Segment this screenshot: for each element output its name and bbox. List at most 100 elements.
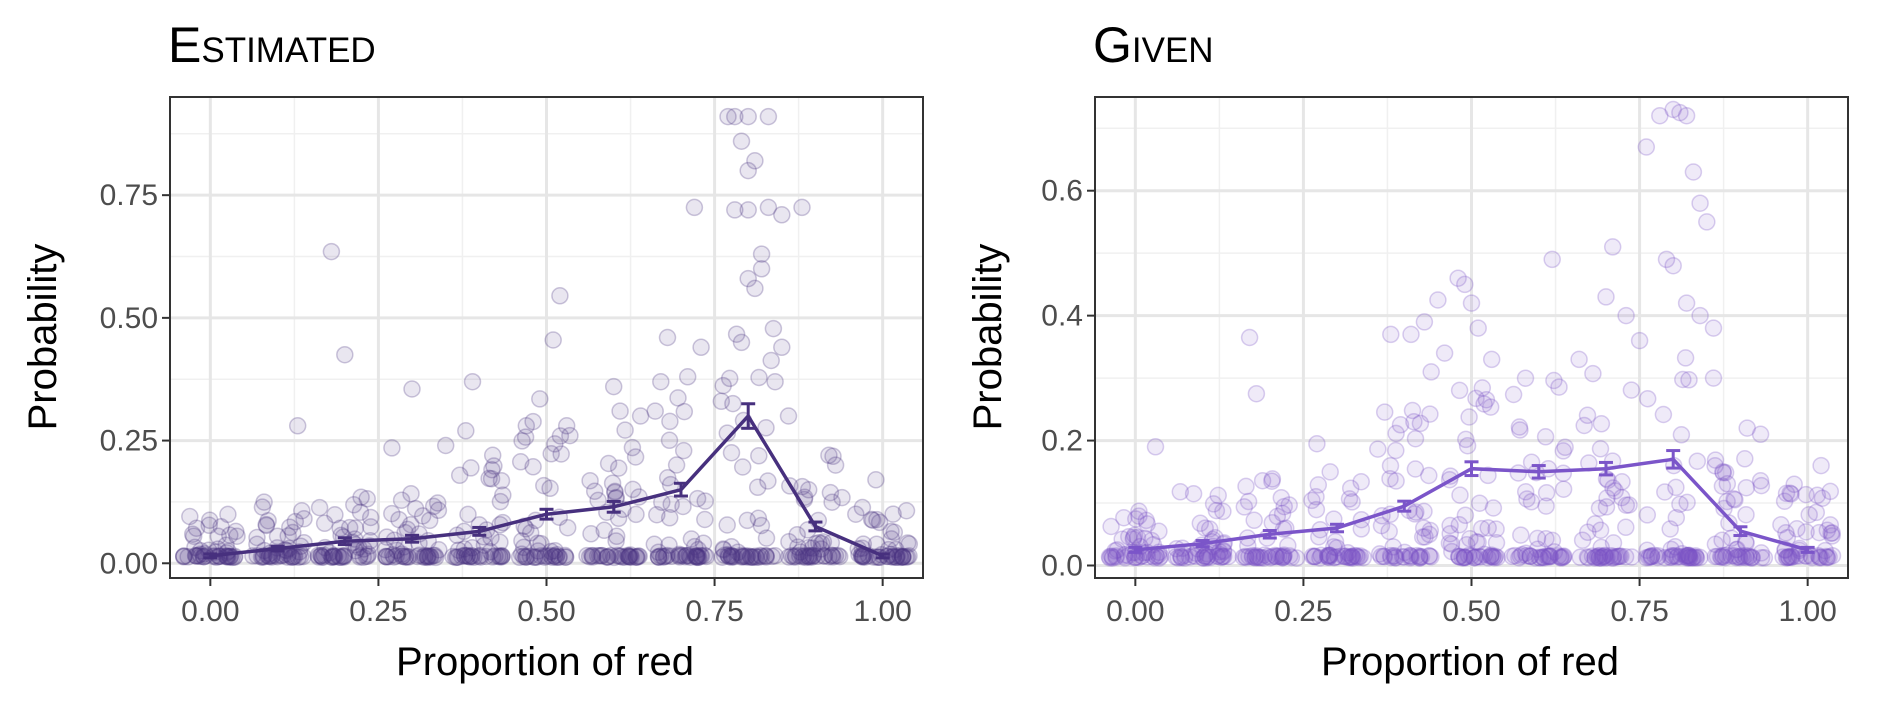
data-point xyxy=(714,376,732,395)
data-point xyxy=(1648,548,1667,567)
data-point xyxy=(1340,490,1359,508)
data-point xyxy=(1528,540,1547,559)
data-point xyxy=(377,547,396,566)
data-point xyxy=(1679,548,1698,567)
data-point xyxy=(718,516,736,534)
data-point xyxy=(1196,519,1214,537)
data-point xyxy=(810,534,828,552)
data-point xyxy=(352,488,370,506)
data-point xyxy=(257,516,276,535)
data-point xyxy=(1469,319,1487,337)
data-point xyxy=(1740,547,1758,565)
data-point xyxy=(1240,547,1258,566)
data-point xyxy=(1730,547,1748,566)
data-point xyxy=(1780,548,1798,566)
data-point xyxy=(403,380,421,398)
data-point xyxy=(1341,479,1360,497)
data-point xyxy=(790,546,809,565)
data-point xyxy=(1457,430,1475,449)
data-point xyxy=(722,443,741,462)
data-point xyxy=(1800,505,1818,524)
y-tick-label: 0.75 xyxy=(100,179,158,212)
data-point xyxy=(1706,547,1725,566)
data-point xyxy=(315,514,334,533)
data-point xyxy=(408,547,427,566)
data-point xyxy=(670,548,689,566)
data-point xyxy=(582,525,600,543)
data-point xyxy=(312,546,331,565)
data-point xyxy=(1172,548,1190,566)
data-point xyxy=(524,412,542,431)
data-point xyxy=(346,519,365,537)
data-point xyxy=(847,505,865,523)
data-point xyxy=(690,548,708,566)
data-point xyxy=(351,546,369,565)
data-point xyxy=(513,432,531,450)
data-point xyxy=(726,107,744,126)
data-point xyxy=(1545,371,1563,390)
data-point xyxy=(714,541,733,559)
data-point xyxy=(752,260,771,278)
data-point xyxy=(1597,288,1615,306)
data-point xyxy=(524,458,542,476)
data-point xyxy=(867,471,885,489)
data-point xyxy=(1273,548,1292,567)
data-point xyxy=(1328,539,1346,557)
data-point xyxy=(1440,534,1459,552)
data-point xyxy=(335,548,353,566)
data-point xyxy=(449,548,467,566)
data-point xyxy=(1672,426,1691,444)
data-point xyxy=(1691,306,1709,325)
data-point xyxy=(1472,519,1491,538)
data-point xyxy=(1460,408,1478,426)
data-point xyxy=(1467,389,1485,408)
data-point xyxy=(799,547,818,565)
data-point xyxy=(1726,491,1744,509)
data-point xyxy=(853,498,872,517)
data-point xyxy=(1273,504,1292,523)
data-point xyxy=(483,548,502,566)
data-point xyxy=(719,107,737,126)
data-point xyxy=(525,548,543,567)
data-point xyxy=(1422,363,1440,381)
data-point xyxy=(1479,466,1497,485)
data-point xyxy=(734,547,753,566)
data-point xyxy=(1243,546,1262,565)
data-point xyxy=(1320,548,1338,567)
data-point xyxy=(687,548,705,566)
data-point xyxy=(1549,547,1568,565)
data-point xyxy=(1415,502,1433,521)
data-point xyxy=(1429,291,1447,309)
data-point xyxy=(750,368,768,387)
data-point xyxy=(748,478,767,497)
data-point xyxy=(406,499,425,518)
data-point xyxy=(694,534,713,552)
data-point xyxy=(1237,477,1255,496)
data-point xyxy=(729,543,747,561)
data-point xyxy=(1591,440,1610,458)
data-point xyxy=(492,547,511,565)
data-point xyxy=(186,538,204,557)
data-point xyxy=(1341,549,1360,567)
data-point xyxy=(1737,505,1755,524)
data-point xyxy=(187,547,205,565)
data-point xyxy=(584,548,602,566)
data-point xyxy=(394,547,412,565)
data-point xyxy=(1517,546,1536,565)
data-point xyxy=(1503,547,1521,566)
data-point xyxy=(1303,491,1321,510)
data-point xyxy=(1130,507,1148,525)
data-point xyxy=(1488,548,1506,567)
data-point xyxy=(622,548,640,566)
data-point xyxy=(1642,547,1661,566)
data-point xyxy=(255,493,273,511)
data-point xyxy=(513,532,531,550)
error-bar xyxy=(1800,545,1815,554)
data-point xyxy=(1678,547,1696,565)
data-point xyxy=(1374,547,1393,565)
data-point xyxy=(471,548,490,566)
data-point xyxy=(607,527,626,546)
data-point xyxy=(688,489,707,508)
data-point xyxy=(332,548,350,567)
x-axis: 0.00 0.25 0.50 0.75 1.00 xyxy=(1106,578,1837,628)
